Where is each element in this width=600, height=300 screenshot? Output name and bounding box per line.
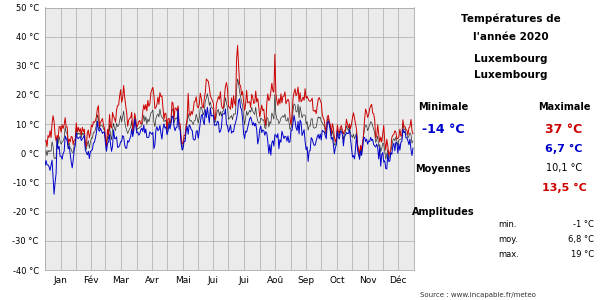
Text: Source : www.incapable.fr/meteo: Source : www.incapable.fr/meteo (420, 292, 536, 298)
Text: moy.: moy. (498, 235, 518, 244)
Text: Minimale: Minimale (418, 102, 468, 112)
Text: max.: max. (498, 250, 519, 259)
Text: 13,5 °C: 13,5 °C (542, 183, 586, 193)
Text: 6,8 °C: 6,8 °C (568, 235, 594, 244)
Text: Amplitudes: Amplitudes (412, 207, 474, 217)
Text: Luxembourg: Luxembourg (475, 54, 548, 64)
Text: Moyennes: Moyennes (415, 164, 470, 173)
Text: -1 °C: -1 °C (573, 220, 594, 229)
Text: -14 °C: -14 °C (422, 123, 464, 136)
Text: Températures de: Températures de (461, 14, 561, 24)
Text: Maximale: Maximale (538, 102, 590, 112)
Text: 19 °C: 19 °C (571, 250, 594, 259)
Text: min.: min. (498, 220, 517, 229)
Text: l'année 2020: l'année 2020 (473, 32, 549, 41)
Text: Luxembourg: Luxembourg (475, 70, 548, 80)
Text: 37 °C: 37 °C (545, 123, 583, 136)
Text: 10,1 °C: 10,1 °C (546, 164, 582, 173)
Text: 6,7 °C: 6,7 °C (545, 144, 583, 154)
